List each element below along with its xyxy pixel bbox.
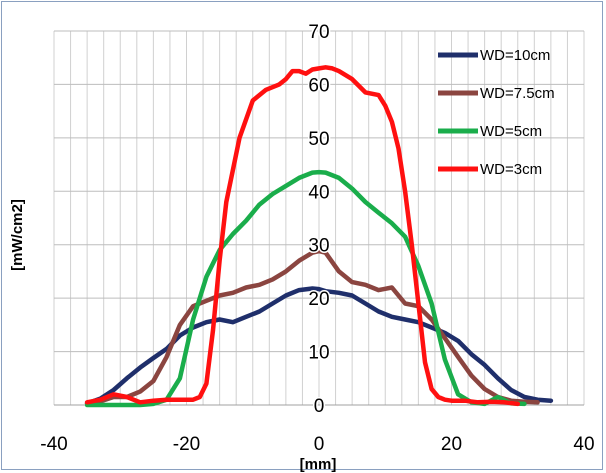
legend-label: WD=5cm xyxy=(480,123,542,140)
y-tick-label: 0 xyxy=(314,396,325,417)
series-line-4 xyxy=(84,65,521,407)
x-tick-label: -40 xyxy=(40,434,67,455)
x-tick-label: 40 xyxy=(573,434,594,455)
gridlines xyxy=(53,30,585,406)
y-tick-label: 50 xyxy=(308,129,329,150)
x-axis-label: [mm] xyxy=(300,456,337,473)
x-tick-label: 20 xyxy=(441,434,462,455)
legend: WD=10cm WD=7.5cm WD=5cm WD=3cm xyxy=(438,47,555,178)
series-line-1 xyxy=(84,286,554,406)
legend-label: WD=7.5cm xyxy=(480,85,555,102)
y-tick-label: 60 xyxy=(308,75,329,96)
series-lines xyxy=(84,65,554,408)
series-line-2 xyxy=(84,248,540,406)
y-tick-labels: 0 10 20 30 40 50 60 70 xyxy=(307,21,331,419)
y-tick-label: 30 xyxy=(308,236,329,257)
legend-label: WD=10cm xyxy=(480,47,550,64)
y-tick-label: 40 xyxy=(308,182,329,203)
y-tick-label: 20 xyxy=(308,289,329,310)
legend-label: WD=3cm xyxy=(480,161,542,178)
y-tick-label: 10 xyxy=(308,343,329,364)
x-tick-label: -20 xyxy=(173,434,200,455)
x-tick-label: 0 xyxy=(314,434,325,455)
y-tick-label: 70 xyxy=(308,22,329,43)
series-line-3 xyxy=(84,169,527,408)
x-tick-labels: -40 -20 0 20 40 xyxy=(40,434,594,455)
y-axis-label: [mW/cm2] xyxy=(9,199,26,271)
